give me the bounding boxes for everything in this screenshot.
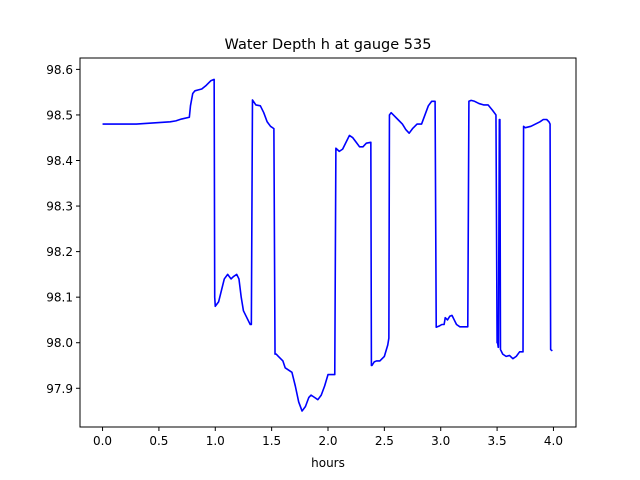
y-tick-label: 97.9 xyxy=(46,382,73,396)
y-tick-label: 98.0 xyxy=(46,336,73,350)
y-tick-label: 98.1 xyxy=(46,291,73,305)
plot-frame xyxy=(79,57,577,428)
x-tick-label: 4.0 xyxy=(544,434,563,448)
x-axis-label: hours xyxy=(311,456,345,470)
x-axis: 0.0 0.5 1.0 1.5 2.0 2.5 3.0 3.5 4.0 xyxy=(93,427,563,448)
y-tick-label: 98.3 xyxy=(46,200,73,214)
y-tick-label: 98.4 xyxy=(46,154,73,168)
y-tick-label: 98.5 xyxy=(46,108,73,122)
plot-area xyxy=(79,57,577,428)
x-tick-label: 1.5 xyxy=(262,434,281,448)
x-tick-label: 3.0 xyxy=(431,434,450,448)
x-tick-label: 2.0 xyxy=(318,434,337,448)
x-tick-label: 0.0 xyxy=(93,434,112,448)
x-tick-label: 3.5 xyxy=(488,434,507,448)
x-tick-label: 0.5 xyxy=(149,434,168,448)
chart-title: Water Depth h at gauge 535 xyxy=(225,37,432,53)
x-tick-label: 1.0 xyxy=(206,434,225,448)
y-axis: 97.9 98.0 98.1 98.2 98.3 98.4 98.5 98.6 xyxy=(46,63,80,396)
y-tick-label: 98.6 xyxy=(46,63,73,77)
series-line xyxy=(102,78,553,412)
y-tick-label: 98.2 xyxy=(46,245,73,259)
x-tick-label: 2.5 xyxy=(375,434,394,448)
